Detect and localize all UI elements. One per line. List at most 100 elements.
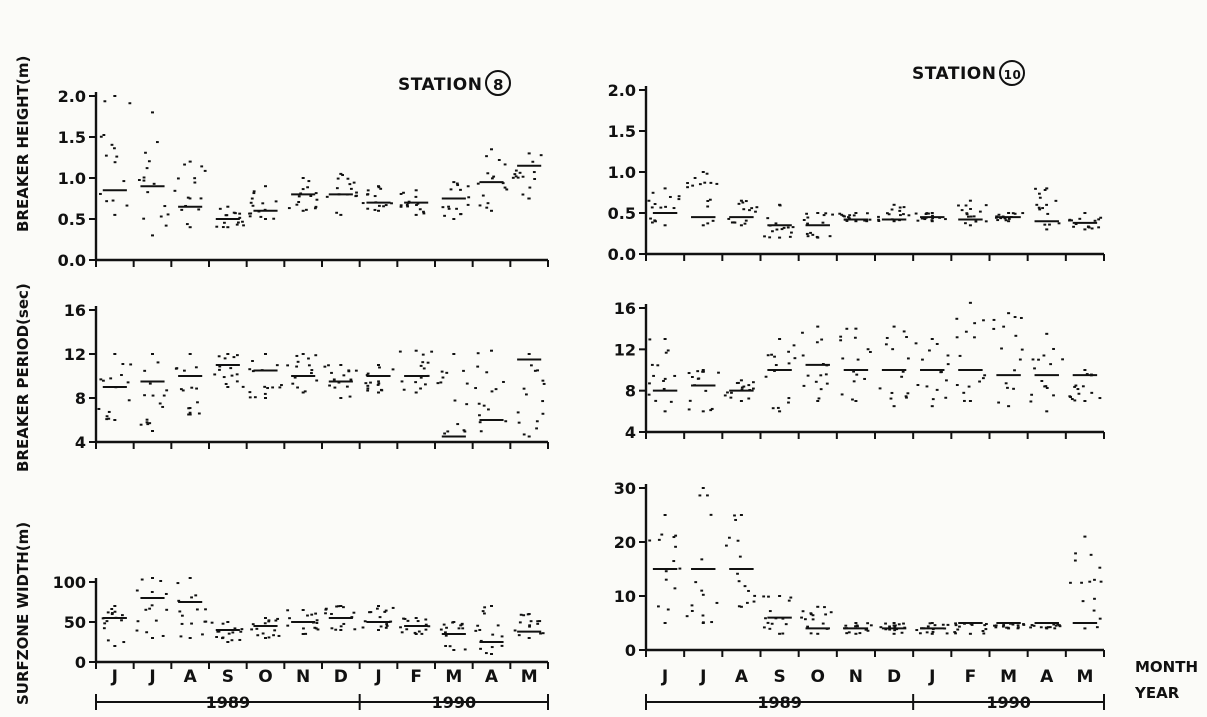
s8-width-point (150, 590, 154, 593)
s10-period-point (697, 377, 701, 380)
s10-period-point (921, 358, 924, 361)
s8-width-point (484, 652, 488, 655)
s10-period-point (905, 336, 908, 339)
s10-width-min-point (739, 605, 743, 608)
s10-period-point (820, 338, 824, 341)
month-label: O (811, 667, 825, 687)
s10-height-point (706, 222, 710, 225)
s10-width-min-point (968, 632, 972, 635)
s10-period-point (889, 397, 893, 400)
s10-period-point (935, 342, 939, 345)
s10-period-point (1070, 398, 1074, 401)
s8-period-point (275, 364, 279, 367)
s8-width-point (539, 632, 542, 635)
s8-width-point (334, 628, 338, 631)
s10-height-point (944, 218, 947, 221)
s8-period-point (332, 378, 336, 381)
s8-width-max-point (414, 617, 418, 619)
s10-width-point (648, 539, 652, 542)
s8-height-point (155, 141, 159, 144)
s8-height-point (252, 192, 256, 195)
s8-height-point (414, 195, 418, 198)
s10-period-min-point (854, 400, 858, 402)
s10-height-point (1004, 219, 1008, 222)
s8-height-point (539, 154, 543, 157)
s10-height-point (668, 195, 672, 198)
s8-width-point (500, 644, 504, 647)
s8-period-point (271, 386, 275, 389)
s10-height-point (965, 213, 969, 216)
s8-width-point (267, 620, 271, 623)
s10-width-point (893, 629, 897, 632)
s10-height-point (969, 207, 972, 210)
s8-width-point (256, 634, 260, 637)
s8-height-point (304, 208, 308, 211)
s10-period-point (869, 350, 872, 353)
s8-height-point (242, 224, 245, 227)
s10-width-point (993, 624, 996, 627)
s8-width-point (483, 612, 486, 615)
s8-period-point (291, 382, 295, 385)
s10-width-point (1069, 581, 1072, 584)
s10-period-point (946, 354, 950, 357)
s8-width-point (399, 626, 402, 629)
s8-width-point (424, 623, 428, 626)
s8-width-point (154, 619, 158, 622)
s8-period-point (419, 364, 423, 367)
s10-height-point (650, 206, 654, 209)
s10-width-point (893, 626, 897, 629)
s10-width-max-point (701, 487, 705, 489)
s10-height-point (1054, 199, 1058, 202)
s8-period-point (146, 423, 150, 426)
s8-height-point (373, 195, 377, 198)
s8-period-point (187, 413, 190, 416)
s10-height-point (924, 216, 928, 219)
s8-period-point (440, 370, 444, 373)
s10-width-max-point (816, 605, 820, 608)
s10-height-point (677, 198, 681, 201)
s8-width-point (221, 622, 225, 625)
s8-period-point (218, 368, 221, 371)
s8-height-point (164, 224, 168, 227)
station-10-title: STATION 10 (912, 60, 1026, 86)
s8-period-point (310, 369, 314, 372)
s10-width-point (734, 518, 738, 521)
s8-period-point (522, 387, 526, 390)
s10-period-min-point (1045, 410, 1049, 413)
month-label: F (410, 667, 422, 687)
s10-height-point (811, 233, 815, 236)
s10-width-point (1056, 623, 1060, 626)
s8-period-point (462, 369, 465, 372)
s10-width-point (918, 632, 922, 635)
s10-period-point (819, 388, 823, 391)
s8-height-point (377, 204, 381, 207)
s8-period-point (535, 420, 539, 423)
s8-height-point (152, 182, 156, 185)
s10-period-point (717, 371, 720, 374)
s8-width-point (383, 610, 387, 613)
s8-period-ytick-label: 12 (64, 345, 86, 364)
s10-period-point (662, 387, 666, 390)
s10-period-point (648, 338, 652, 341)
s10-period-point (764, 375, 768, 378)
s8-height-point (341, 174, 344, 177)
s10-period-point (663, 377, 667, 380)
s8-width-point (444, 631, 447, 634)
s10-width-max-point (968, 622, 972, 624)
s8-width-max-point (188, 577, 192, 579)
s10-period-point (955, 317, 959, 320)
s10-height-ytick-label: 0.0 (608, 245, 636, 264)
s8-height-point (366, 189, 370, 192)
s10-width-point (983, 624, 987, 627)
s8-height-point (147, 160, 151, 163)
s10-period-min-point (968, 400, 972, 402)
s8-height-min-point (151, 234, 154, 237)
s8-period-point (476, 365, 480, 368)
s10-width-point (956, 628, 960, 631)
s10-height-point (1087, 225, 1090, 228)
s8-height-point (125, 204, 129, 207)
s8-period-point (347, 369, 351, 372)
s10-width-point (736, 539, 740, 542)
s8-height-point (173, 189, 177, 192)
s10-period-point (704, 389, 708, 392)
